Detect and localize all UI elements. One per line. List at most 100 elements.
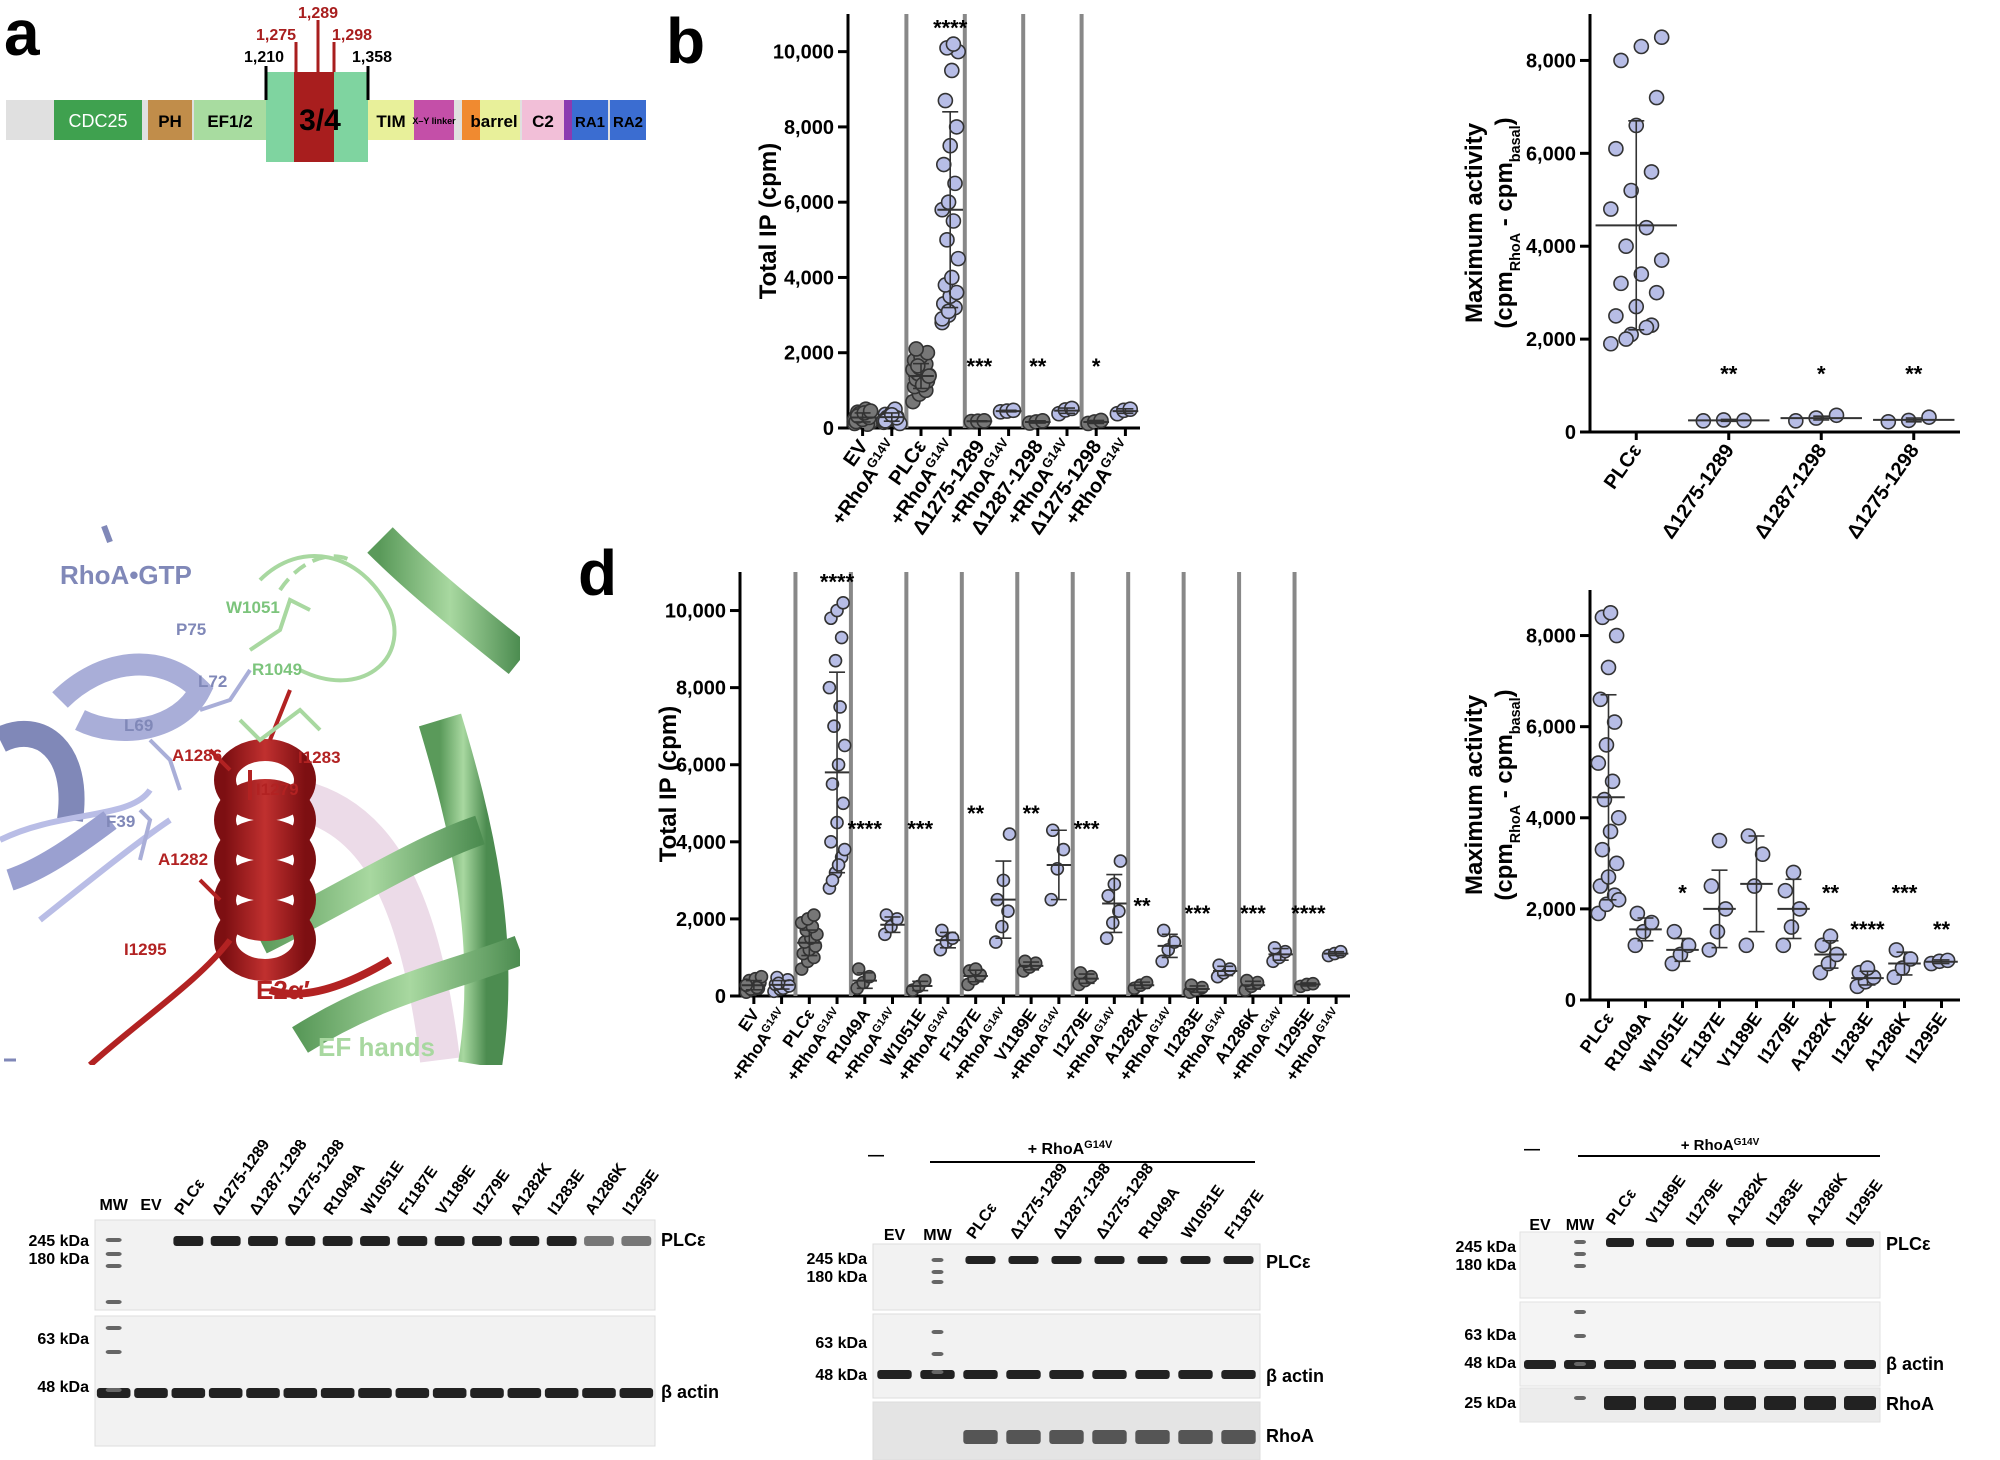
data-point bbox=[1921, 409, 1937, 425]
blot-band bbox=[1092, 1370, 1127, 1379]
significance-marker: **** bbox=[1291, 901, 1326, 926]
blot-band bbox=[322, 1236, 353, 1246]
y-tick-label: 8,000 bbox=[676, 678, 726, 700]
blot-band bbox=[1766, 1238, 1794, 1247]
data-point bbox=[1002, 827, 1017, 841]
domain-ra2 bbox=[610, 100, 646, 140]
data-point bbox=[837, 842, 852, 857]
data-point bbox=[1627, 937, 1644, 954]
blot-band bbox=[931, 1352, 944, 1356]
blot-band bbox=[285, 1236, 316, 1246]
y-tick-label: 8,000 bbox=[1526, 626, 1576, 648]
data-point bbox=[950, 250, 967, 267]
data-point bbox=[836, 796, 850, 811]
lane-label: W1051E bbox=[1179, 1182, 1228, 1242]
significance-marker: ** bbox=[1029, 354, 1047, 379]
significance-marker: *** bbox=[1240, 901, 1266, 926]
significance-marker: ** bbox=[967, 801, 985, 826]
boundary-1275: 1,275 bbox=[256, 27, 296, 44]
data-point bbox=[1643, 164, 1660, 180]
boundary-1210: 1,210 bbox=[244, 49, 284, 66]
lane-label: PLCε bbox=[964, 1200, 1001, 1243]
data-point bbox=[909, 358, 926, 374]
band-label: PLCε bbox=[1266, 1252, 1311, 1272]
label-e2-alpha: E2α′ bbox=[256, 975, 311, 1005]
significance-marker: ** bbox=[1133, 893, 1151, 918]
data-point bbox=[1590, 755, 1607, 771]
data-point bbox=[1613, 275, 1629, 292]
no-rhoa-dash: — bbox=[1524, 1141, 1540, 1158]
band-label: RhoA bbox=[1266, 1426, 1314, 1446]
band-label: β actin bbox=[661, 1382, 719, 1402]
mw-marker: 63 kDa bbox=[1464, 1327, 1516, 1344]
label-a1282: A1282 bbox=[158, 850, 209, 869]
data-point bbox=[1156, 923, 1171, 938]
chart-b-max-activity: 0 2,000 4,000 6,000 8,000 Maximum activity (cp… bbox=[1461, 14, 1960, 543]
blot-band bbox=[1606, 1238, 1634, 1247]
domain-ef34-helix bbox=[294, 72, 334, 162]
data-point bbox=[1596, 791, 1613, 808]
blot-band bbox=[931, 1370, 944, 1374]
lane-label: I1279E bbox=[1683, 1177, 1726, 1229]
blot-band bbox=[963, 1370, 998, 1379]
blot-band bbox=[1006, 1430, 1041, 1444]
structure-image: RhoA•GTP W1051 P75 R1049 L72 L69 I1283 A… bbox=[0, 520, 520, 1065]
y-tick-label: 6,000 bbox=[784, 192, 834, 214]
lane-label: PLCε bbox=[1603, 1186, 1640, 1229]
significance-marker: **** bbox=[848, 816, 883, 841]
data-point bbox=[1603, 201, 1619, 217]
lane-label: I1283E bbox=[1763, 1177, 1806, 1229]
label-p75: P75 bbox=[176, 620, 207, 639]
boundary-1358: 1,358 bbox=[352, 49, 392, 66]
data-point bbox=[947, 175, 963, 192]
blot-band bbox=[1221, 1370, 1256, 1379]
blot-band bbox=[1092, 1430, 1127, 1444]
lane-label: MW bbox=[923, 1227, 952, 1244]
blot-band bbox=[1524, 1360, 1556, 1369]
blot-band bbox=[96, 1388, 131, 1398]
blot-band bbox=[931, 1280, 944, 1284]
y-axis-label-line2: (cpmRhoA - cpmbasal) bbox=[1491, 689, 1524, 900]
blot-band bbox=[1574, 1264, 1586, 1268]
panel-label-d: d bbox=[578, 537, 618, 609]
label-i1279: I1279 bbox=[256, 780, 299, 799]
blot-band bbox=[1574, 1240, 1586, 1244]
label-rhoa-gtp: RhoA•GTP bbox=[60, 560, 192, 590]
significance-marker: * bbox=[1817, 362, 1826, 387]
data-point bbox=[837, 738, 852, 753]
data-point bbox=[1629, 905, 1646, 922]
domain-tim bbox=[368, 100, 414, 140]
data-point bbox=[944, 62, 960, 79]
data-point bbox=[1105, 915, 1120, 930]
data-point bbox=[1212, 958, 1226, 972]
data-point bbox=[1633, 38, 1650, 55]
blot-band bbox=[1051, 1256, 1082, 1264]
data-point bbox=[937, 92, 954, 109]
data-point bbox=[827, 719, 841, 733]
blot-membrane-mid bbox=[1519, 1301, 1881, 1387]
y-tick-label: 0 bbox=[823, 418, 834, 440]
data-point bbox=[825, 873, 840, 888]
data-point bbox=[995, 919, 1009, 934]
y-tick-label: 8,000 bbox=[1526, 50, 1576, 72]
data-point bbox=[940, 303, 957, 320]
y-tick-label: 0 bbox=[715, 986, 726, 1008]
y-tick-label: 10,000 bbox=[665, 601, 726, 623]
blot-membrane-top bbox=[94, 1219, 656, 1311]
blot-band bbox=[105, 1326, 122, 1330]
significance-marker: ** bbox=[1822, 881, 1840, 906]
blot-band bbox=[1178, 1430, 1213, 1444]
domain-xy-linker-label: X–Y linker bbox=[412, 116, 456, 126]
significance-marker: * bbox=[1092, 354, 1101, 379]
y-axis-label: Total IP (cpm) bbox=[655, 706, 682, 862]
blot-band bbox=[283, 1388, 318, 1398]
blot-band bbox=[965, 1256, 996, 1264]
y-axis-label-line1: Maximum activity bbox=[1461, 694, 1488, 895]
data-point bbox=[940, 194, 957, 210]
data-point bbox=[1610, 809, 1627, 826]
blot-band bbox=[210, 1236, 241, 1246]
data-point bbox=[939, 232, 955, 248]
data-point bbox=[824, 835, 838, 849]
data-point bbox=[1606, 714, 1623, 730]
